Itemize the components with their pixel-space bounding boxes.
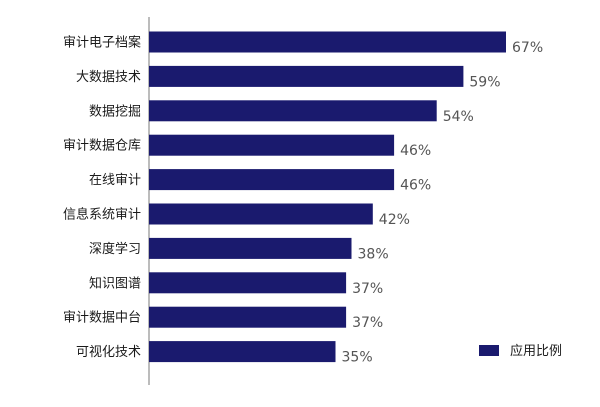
legend-swatch [479,345,499,356]
value-label: 37% [352,315,383,331]
category-label: 深度学习 [89,241,141,257]
value-label: 59% [469,74,500,90]
category-label: 审计数据中台 [63,311,141,326]
value-label: 35% [342,350,373,366]
value-labels: 67% 59% 54% 46% 46% 42% 38% 37% 37% 35% [342,40,544,366]
bar [149,100,437,122]
value-label: 67% [512,40,543,56]
category-label: 知识图谱 [89,275,141,291]
category-label: 可视化技术 [76,345,141,360]
bar [149,341,336,363]
bar [149,31,506,53]
category-label: 数据挖掘 [89,104,141,119]
legend-label: 应用比例 [510,343,562,359]
category-label: 审计数据仓库 [63,138,141,154]
value-label: 54% [443,109,474,125]
category-label: 大数据技术 [76,70,141,85]
bar [149,237,352,259]
legend: 应用比例 [479,343,562,359]
bars-group [149,31,506,363]
bar [149,65,464,87]
value-label: 38% [358,246,389,262]
value-label: 46% [400,143,431,159]
category-label: 信息系统审计 [63,207,141,223]
bar [149,203,373,225]
category-label: 在线审计 [89,173,141,188]
value-label: 42% [379,212,410,228]
bar [149,306,347,328]
bar [149,169,395,191]
value-label: 46% [400,178,431,194]
bar [149,272,347,294]
value-label: 37% [352,281,383,297]
bar [149,134,395,156]
category-label: 审计电子档案 [63,36,141,51]
category-labels: 审计电子档案大数据技术数据挖掘审计数据仓库在线审计信息系统审计深度学习知识图谱审… [63,36,141,361]
